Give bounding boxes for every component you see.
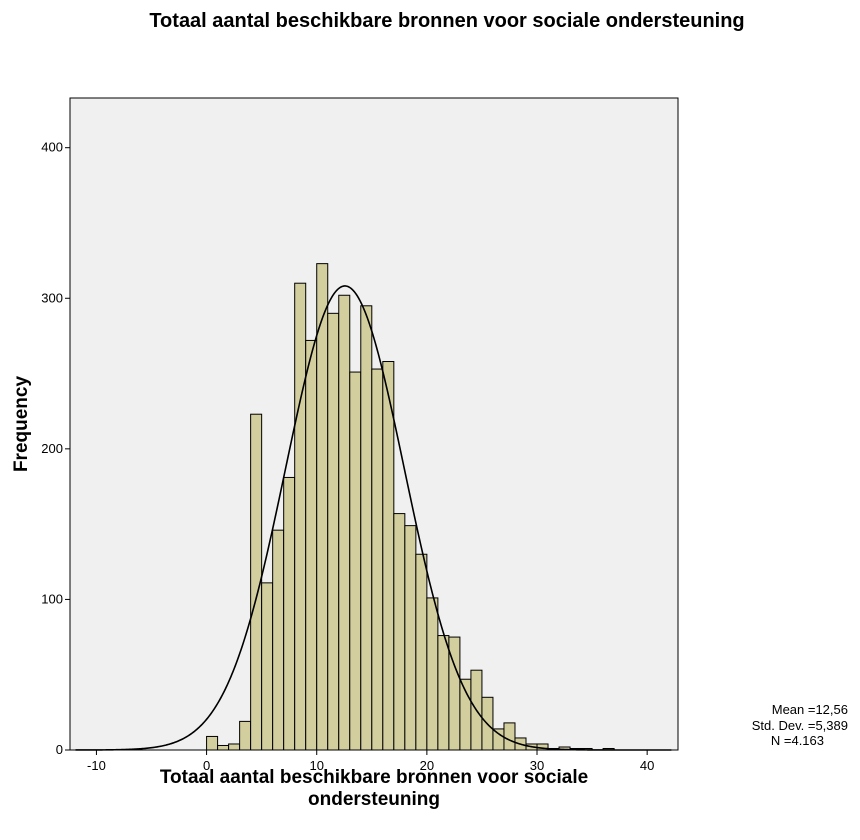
stat-std-dev: Std. Dev. =5,389	[752, 718, 848, 733]
chart-title: Totaal aantal beschikbare bronnen voor s…	[149, 10, 744, 32]
x-axis-title-line-1: Totaal aantal beschikbare bronnen voor s…	[160, 767, 588, 788]
histogram-bar	[272, 529, 285, 751]
y-tick-label: 0	[56, 742, 63, 757]
y-tick-label: 100	[41, 591, 63, 606]
histogram-bar	[437, 635, 450, 751]
histogram-bar	[393, 513, 406, 751]
histogram-bar	[228, 743, 241, 751]
histogram-bar	[239, 720, 252, 751]
histogram-bar	[415, 553, 428, 751]
histogram-bar	[404, 525, 417, 751]
histogram-bar	[426, 597, 439, 751]
x-tick-label: 40	[640, 758, 654, 773]
histogram-bar	[294, 282, 307, 751]
y-axis-ticks: 0 100 200 300 400	[41, 140, 70, 757]
y-axis-title: Frequency	[11, 376, 32, 473]
histogram-bar	[206, 735, 219, 751]
x-tick-label: 10	[309, 758, 323, 773]
histogram-bar	[316, 263, 329, 751]
histogram-bar	[349, 371, 362, 751]
y-tick-label: 200	[41, 441, 63, 456]
histogram-bar	[371, 368, 384, 751]
histogram-bar	[305, 339, 318, 751]
x-tick-label: -10	[87, 758, 106, 773]
y-tick-label: 400	[41, 140, 63, 155]
histogram-bar	[382, 361, 395, 751]
x-tick-label: 20	[420, 758, 434, 773]
histogram-bar	[261, 582, 274, 751]
histogram-bar	[283, 476, 296, 751]
x-tick-label: 0	[203, 758, 210, 773]
histogram-bar	[503, 722, 516, 751]
x-axis-ticks: -10 0 10 20 30 40	[87, 750, 654, 773]
stat-n: N =4.163	[771, 733, 824, 748]
histogram-bar	[327, 312, 340, 751]
histogram-bar	[338, 294, 351, 751]
x-axis-title-line-2: ondersteuning	[308, 789, 440, 810]
y-tick-label: 300	[41, 290, 63, 305]
histogram-bar	[217, 744, 230, 751]
x-tick-label: 30	[530, 758, 544, 773]
stat-mean: Mean =12,56	[772, 702, 848, 717]
histogram-bar	[492, 728, 505, 751]
histogram-bar	[360, 305, 373, 751]
